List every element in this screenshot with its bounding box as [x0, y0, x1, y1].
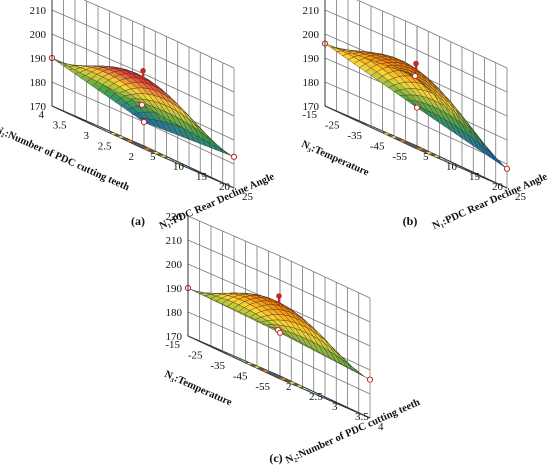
y-tick-label: 4 [39, 109, 45, 121]
z-tick-label: 220 [166, 211, 183, 223]
z-tick-label: 210 [166, 235, 183, 247]
center-point [276, 293, 282, 299]
y-tick-label: 2 [129, 151, 135, 163]
design-point [503, 165, 511, 172]
y-tick-label: -15 [302, 109, 317, 121]
y-tick-label: -35 [347, 130, 362, 142]
x-tick-label: 25 [242, 191, 254, 203]
design-point [138, 101, 146, 108]
x-tick-label: 25 [515, 191, 527, 203]
z-tick-label: 180 [30, 77, 47, 89]
center-point [140, 68, 146, 74]
x-axis-title: N₂:Number of PDC cutting teeth [284, 397, 422, 466]
design-point [230, 153, 238, 160]
x-tick-label: 2.5 [309, 391, 323, 403]
y-tick-label: -25 [325, 120, 340, 132]
z-tick-label: 170 [30, 101, 47, 113]
design-point [413, 104, 421, 111]
y-tick-label: 3 [84, 130, 90, 142]
z-tick-label: 200 [30, 29, 47, 41]
z-tick-label: 180 [303, 77, 320, 89]
z-tick-label: 190 [166, 283, 183, 295]
z-tick-label: 200 [303, 29, 320, 41]
y-tick-label: -35 [210, 360, 225, 372]
y-axis-title: N₃:Temperature [163, 369, 234, 409]
z-tick-label: 190 [30, 53, 47, 65]
y-tick-label: -45 [370, 141, 385, 153]
design-point [366, 376, 374, 383]
x-tick-label: 10 [173, 161, 185, 173]
y-axis-title: N₃:Temperature [300, 139, 371, 179]
y-axis-title: N₂:Number of PDC cutting teeth [0, 124, 131, 193]
z-tick-label: 170 [303, 101, 320, 113]
design-point [276, 329, 284, 336]
x-tick-label: 20 [492, 181, 504, 193]
design-point [411, 72, 419, 80]
z-tick-label: 200 [166, 259, 183, 271]
surface-chart-1: 22021020019018017051015202543.532.52N₁:P… [0, 0, 276, 232]
z-tick-label: 170 [166, 331, 183, 343]
z-tick-label: 190 [303, 53, 320, 65]
y-tick-label: -45 [233, 371, 248, 383]
x-tick-label: 10 [446, 161, 458, 173]
x-tick-label: 3.5 [355, 411, 369, 423]
x-tick-label: 15 [469, 171, 481, 183]
y-tick-label: -55 [255, 381, 270, 393]
panel-label: (c) [269, 451, 282, 465]
x-tick-label: 3 [332, 401, 338, 413]
panel-label: (b) [403, 214, 418, 228]
surface-chart-2: 220210200190180170510152025-15-25-35-45-… [300, 0, 549, 232]
panel-label: (a) [131, 214, 145, 228]
z-tick-label: 210 [303, 5, 320, 17]
y-tick-label: -55 [392, 151, 407, 163]
response-surface [51, 57, 235, 157]
wall-grid-line [83, 0, 235, 69]
design-point [140, 118, 148, 126]
x-tick-label: 5 [423, 151, 429, 163]
x-tick-label: 20 [219, 181, 231, 193]
x-tick-label: 2 [286, 381, 292, 393]
x-tick-label: 15 [196, 171, 208, 183]
response-surface [324, 43, 508, 169]
x-tick-label: 5 [150, 151, 156, 163]
y-tick-label: 3.5 [53, 120, 67, 132]
surface-chart-3: 220 210 200 190 180 170 2 2.5 3 3.5 4 -15 -25 -35 -45-… [163, 211, 422, 466]
z-tick-label: 210 [30, 5, 47, 17]
y-tick-label: -15 [165, 339, 180, 351]
y-tick-label: 2.5 [98, 141, 112, 153]
z-tick-label: 180 [166, 307, 183, 319]
center-point [413, 60, 419, 67]
wall-grid-line [187, 215, 371, 299]
y-tick-label: -25 [188, 350, 203, 362]
x-tick-label: 4 [378, 421, 384, 433]
